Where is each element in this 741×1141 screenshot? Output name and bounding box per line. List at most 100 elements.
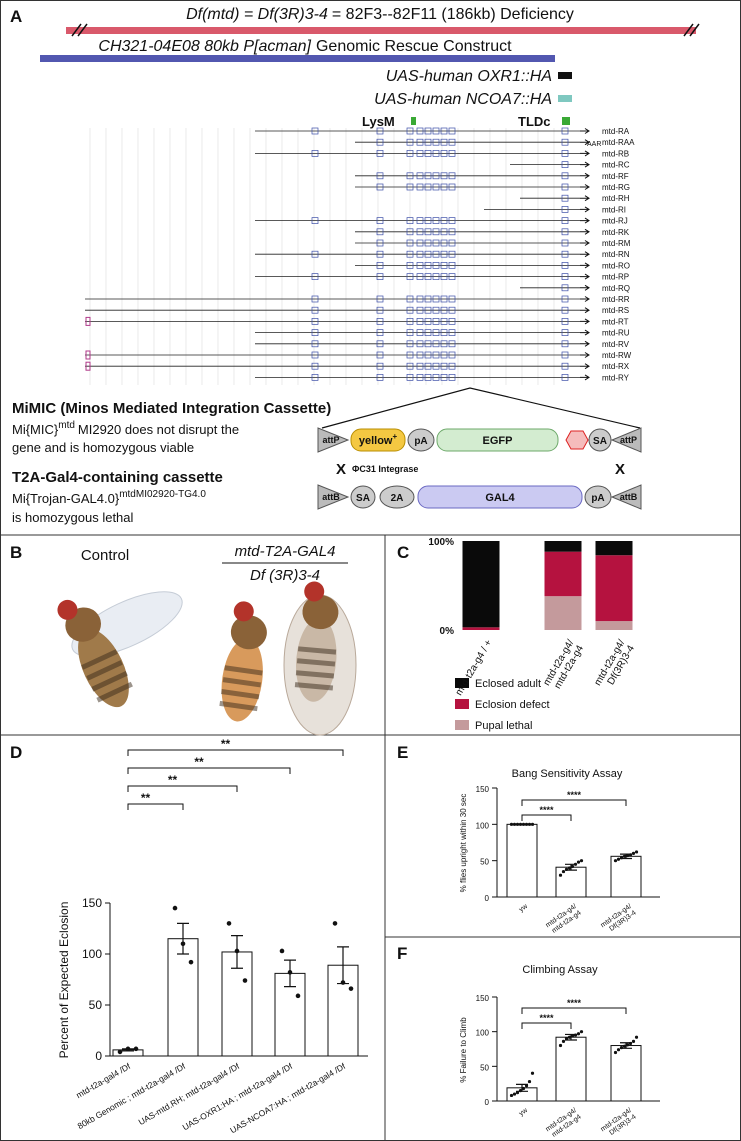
mimic-title: MiMIC (Minos Mediated Integration Casset…: [12, 400, 331, 417]
fly-stripe: [224, 665, 263, 676]
cassette-label: EGFP: [483, 435, 513, 447]
exon: [406, 217, 414, 224]
exon: [432, 228, 440, 236]
data-point: [613, 1050, 618, 1055]
data-point: [527, 822, 532, 826]
data-point: [527, 1079, 532, 1084]
exon: [416, 262, 424, 269]
significance-label: ****: [567, 790, 582, 800]
exon: [311, 127, 319, 135]
att-label: attP: [322, 435, 339, 445]
data-point: [625, 1043, 630, 1047]
fly-thorax: [302, 595, 339, 630]
exon: [432, 351, 440, 359]
construct-box: [558, 95, 572, 102]
exon: [376, 138, 384, 146]
exon: [416, 127, 424, 135]
exon: [311, 362, 319, 370]
significance-label: **: [141, 791, 151, 805]
exon: [448, 318, 456, 325]
y-axis-label: Percent of Expected Eclosion: [57, 902, 71, 1059]
transcript-label: mtd-RH: [602, 194, 630, 203]
cross-mark: X: [336, 461, 346, 478]
y-tick-label: 50: [89, 998, 103, 1012]
cassette-element: [379, 485, 415, 509]
deficiency-name: Df(mtd) = Df(3R)3-4: [186, 6, 328, 23]
transcript-label: mtd-RQ: [602, 284, 630, 293]
legend-swatch: [455, 720, 469, 730]
data-point: [634, 1035, 639, 1039]
exon: [376, 239, 384, 247]
exon: [406, 127, 414, 135]
significance-label: **: [168, 773, 178, 787]
y-axis-label: % flies upright within 30 sec: [459, 794, 468, 893]
data-point: [188, 959, 194, 965]
exon: [424, 150, 432, 157]
data-point: [613, 859, 618, 863]
data-point: [518, 822, 523, 826]
transcript-arrow: [580, 240, 590, 246]
significance-bracket: [521, 799, 627, 806]
exon: [424, 262, 432, 269]
transcript-arrow: [580, 161, 590, 168]
data-point: [573, 1033, 578, 1037]
exon: [448, 374, 456, 381]
domain-label: LysM: [362, 114, 395, 129]
domain-box: [562, 117, 570, 125]
exon: [448, 329, 456, 336]
exon: [424, 318, 432, 325]
significance-bracket: [127, 785, 238, 792]
transcript-label: mtd-RU: [602, 329, 630, 338]
transcript-arrow: [580, 128, 590, 134]
mimic-text: MI2920 does not disrupt the: [78, 422, 239, 437]
exon: [448, 127, 456, 135]
exon: [448, 273, 456, 280]
exon: [440, 127, 448, 135]
fly-photo: [219, 601, 267, 722]
rescue-label: CH321-04E08 80kb P[acman] Genomic Rescue …: [98, 38, 512, 55]
att-label: attP: [620, 435, 637, 445]
transcript-arrow: [580, 329, 590, 336]
integrase-label: ΦC31 Integrase: [352, 464, 418, 474]
bar-segment: [544, 551, 582, 597]
exon: [432, 340, 440, 348]
transcript-arrow: [580, 184, 590, 190]
exon: [561, 150, 569, 157]
exon: [311, 329, 319, 336]
transcript-arrow: [580, 217, 590, 224]
exon: [440, 228, 448, 236]
panel-letter: F: [397, 944, 407, 963]
transcript-label: mtd-RV: [602, 340, 630, 349]
att-site: [610, 427, 642, 453]
exon: [424, 295, 432, 303]
exon: [561, 284, 569, 292]
exon: [440, 138, 448, 146]
y-tick-label: 0: [95, 1049, 102, 1063]
data-point: [564, 867, 569, 871]
exon: [440, 262, 448, 269]
exon: [561, 161, 569, 168]
mimic-sup: mtd: [58, 420, 75, 431]
transcript-label: mtd-RN: [602, 250, 630, 259]
transcript-label: mtd-RO: [602, 261, 630, 270]
data-point: [631, 851, 636, 856]
exon: [416, 228, 424, 236]
exon: [376, 183, 384, 191]
yellow-sup: +: [392, 432, 397, 441]
exon: [416, 183, 424, 191]
data-point: [287, 970, 293, 975]
exon: [424, 362, 432, 370]
data-point: [515, 822, 520, 826]
data-point: [576, 1032, 581, 1036]
exon: [448, 172, 456, 180]
rescue-bar: [40, 55, 555, 62]
transcript-arrow: [580, 340, 590, 347]
exon: [424, 183, 432, 191]
data-point: [530, 822, 535, 826]
exon: [406, 318, 414, 325]
exon: [561, 206, 569, 213]
exon: [416, 362, 424, 370]
insertion-triangle: [321, 387, 641, 429]
break-mark: [689, 23, 700, 37]
data-point: [616, 857, 621, 861]
